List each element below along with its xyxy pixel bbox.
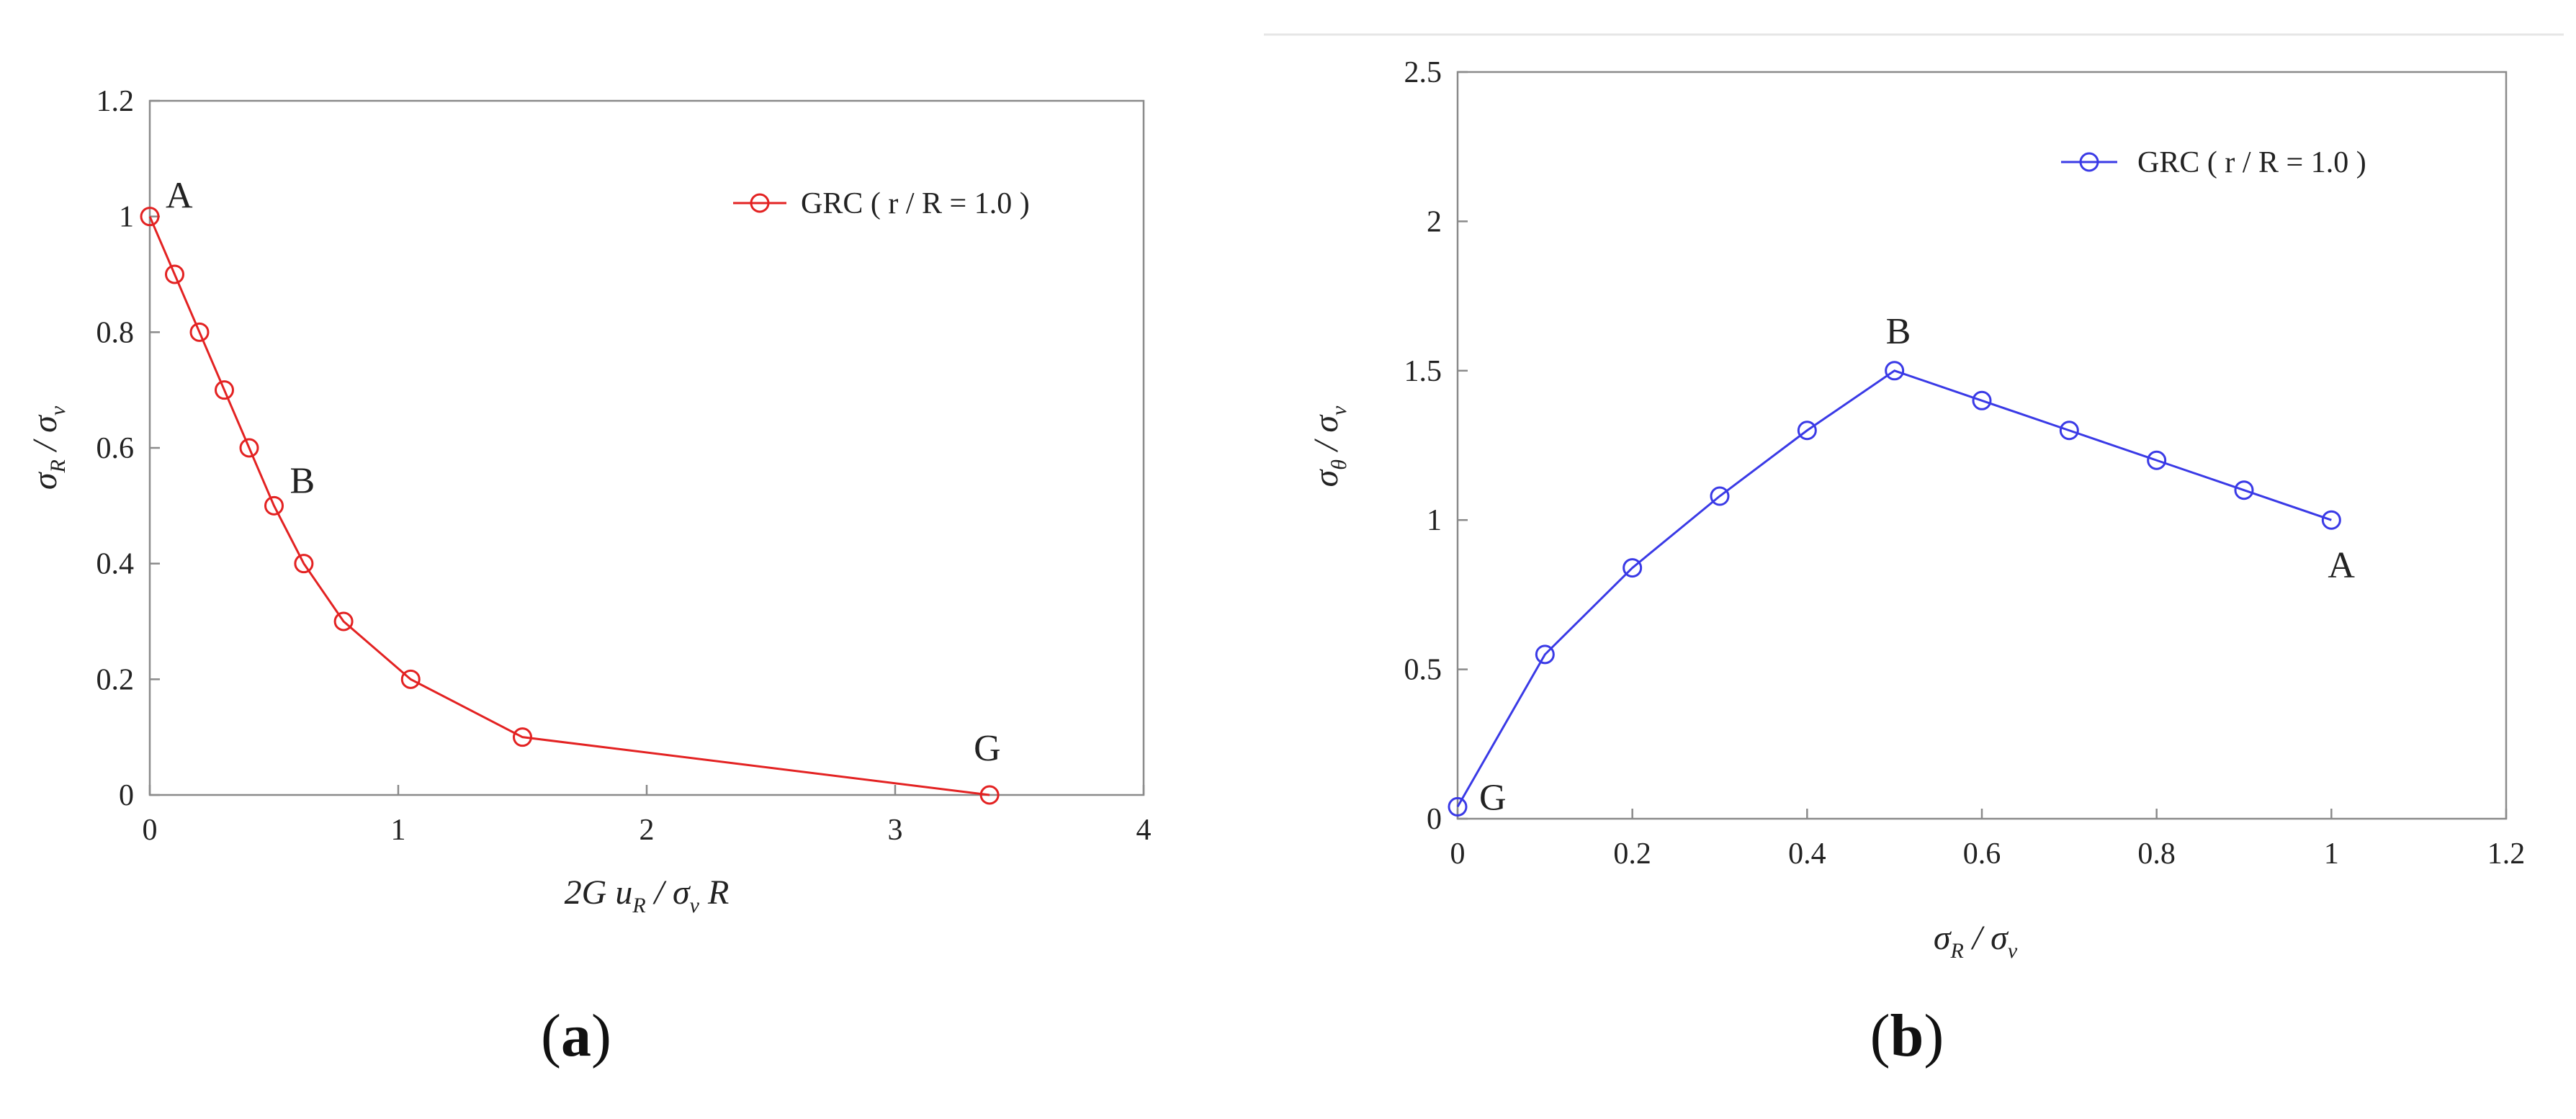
b-data-point (2059, 421, 2079, 441)
b-plot-frame (1456, 71, 2508, 820)
a-data-point (140, 207, 160, 227)
panel-b-chart: 0 0.2 0.4 0.6 0.8 1 1.2 0 0.5 1 1.5 2 2.5 σR / σv σθ /… (1307, 56, 2525, 963)
a-xtick-label: 3 (888, 814, 903, 847)
a-x-axis-label: 2G uR / σv R (565, 873, 730, 917)
a-data-point (400, 669, 421, 689)
a-data-point (979, 785, 1000, 805)
b-ytick-label: 2 (1427, 205, 1442, 238)
b-xtick-label: 0.8 (2137, 837, 2176, 871)
a-data-point (264, 495, 284, 516)
a-data-point (513, 727, 532, 747)
a-xtick-label: 1 (391, 814, 406, 847)
a-xtick-label: 0 (143, 814, 158, 847)
a-ytick-label: 1.2 (97, 85, 135, 118)
a-data-point (239, 438, 259, 458)
caption-a: (a) (541, 1002, 611, 1069)
b-data-point (1885, 361, 1905, 381)
b-point-label-g: G (1479, 777, 1507, 818)
b-ytick-label: 1.5 (1404, 355, 1442, 388)
a-legend-marker (750, 193, 770, 213)
a-data-point (215, 380, 234, 400)
b-legend: GRC ( r / R = 1.0 ) (2061, 146, 2366, 179)
a-legend: GRC ( r / R = 1.0 ) (733, 187, 1030, 220)
a-data-point (165, 264, 184, 284)
b-y-axis-label: σθ / σv (1307, 405, 1351, 487)
b-xtick-label: 0.6 (1963, 837, 2001, 871)
b-data-point (2234, 480, 2254, 500)
caption-b: (b) (1870, 1002, 1944, 1069)
b-legend-label: GRC ( r / R = 1.0 ) (2137, 146, 2366, 179)
a-ytick-label: 0.4 (97, 548, 135, 581)
panel-a-chart: 0 1 2 3 4 0 0.2 0.4 0.6 0.8 1 1.2 2G uR / σv R σR / σ… (26, 85, 1152, 917)
a-data-point (189, 322, 210, 342)
a-ytick-label: 0.8 (97, 316, 135, 349)
caption-a-letter: a (561, 1002, 591, 1069)
b-series-line (1456, 369, 2332, 808)
a-y-axis-label: σR / σv (26, 405, 70, 490)
b-ytick-label: 0.5 (1404, 654, 1442, 687)
b-ytick-label: 0 (1427, 803, 1442, 836)
a-xtick-label: 4 (1136, 814, 1152, 847)
b-xtick-label: 0.4 (1788, 837, 1826, 871)
a-point-label-g: G (974, 728, 1001, 769)
b-x-axis-label: σR / σv (1934, 919, 2018, 963)
a-data-point (294, 554, 314, 574)
a-legend-label: GRC ( r / R = 1.0 ) (801, 187, 1030, 220)
b-data-point (2147, 450, 2167, 470)
a-ytick-label: 1 (119, 201, 134, 234)
b-xtick-label: 1.2 (2487, 837, 2526, 871)
b-xtick-label: 0.2 (1613, 837, 1651, 871)
b-point-label-a: A (2328, 545, 2355, 586)
b-data-point (2321, 510, 2341, 530)
b-xtick-label: 1 (2324, 837, 2339, 871)
a-data-point (333, 611, 354, 632)
b-point-label-b: B (1886, 311, 1911, 352)
b-xtick-label: 0 (1450, 837, 1466, 871)
a-ytick-label: 0.6 (97, 432, 135, 465)
b-ytick-label: 2.5 (1404, 56, 1442, 89)
a-series-line (148, 216, 990, 796)
caption-b-letter: b (1890, 1002, 1924, 1069)
a-ytick-label: 0.2 (97, 663, 135, 696)
a-point-label-b: B (290, 460, 315, 501)
a-ytick-label: 0 (119, 779, 134, 812)
b-data-point (1797, 421, 1817, 441)
b-data-point (1710, 486, 1730, 506)
b-data-point (1535, 644, 1555, 665)
b-legend-marker (2079, 152, 2099, 172)
b-data-point (1623, 558, 1643, 578)
b-ytick-label: 1 (1427, 504, 1442, 537)
a-point-label-a: A (166, 176, 193, 217)
b-data-point (1448, 796, 1468, 817)
b-data-point (1972, 390, 1992, 410)
a-xtick-label: 2 (639, 814, 655, 847)
